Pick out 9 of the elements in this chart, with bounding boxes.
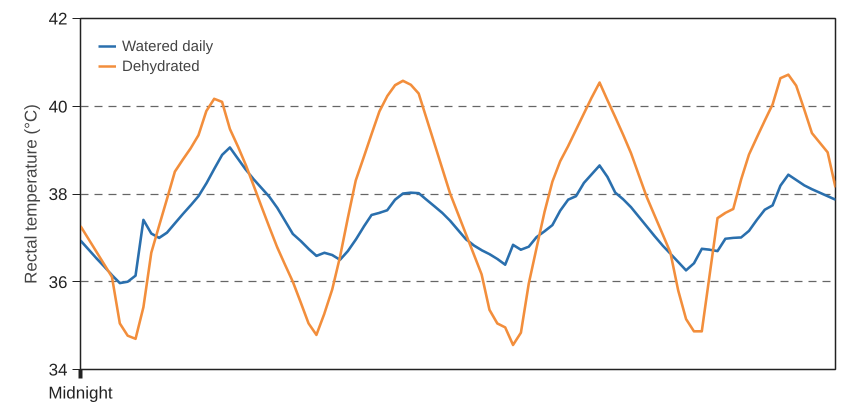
- x-tick-label: Midnight: [48, 384, 113, 402]
- legend-label: Dehydrated: [122, 58, 200, 74]
- legend-label: Watered daily: [122, 38, 214, 54]
- y-tick-label: 36: [48, 272, 68, 292]
- y-tick-label: 38: [48, 185, 68, 204]
- y-axis-title: Rectal temperature (°C): [22, 104, 41, 284]
- y-tick-label: 34: [48, 360, 68, 380]
- y-tick-label: 42: [48, 10, 68, 28]
- y-tick-label: 40: [48, 97, 68, 116]
